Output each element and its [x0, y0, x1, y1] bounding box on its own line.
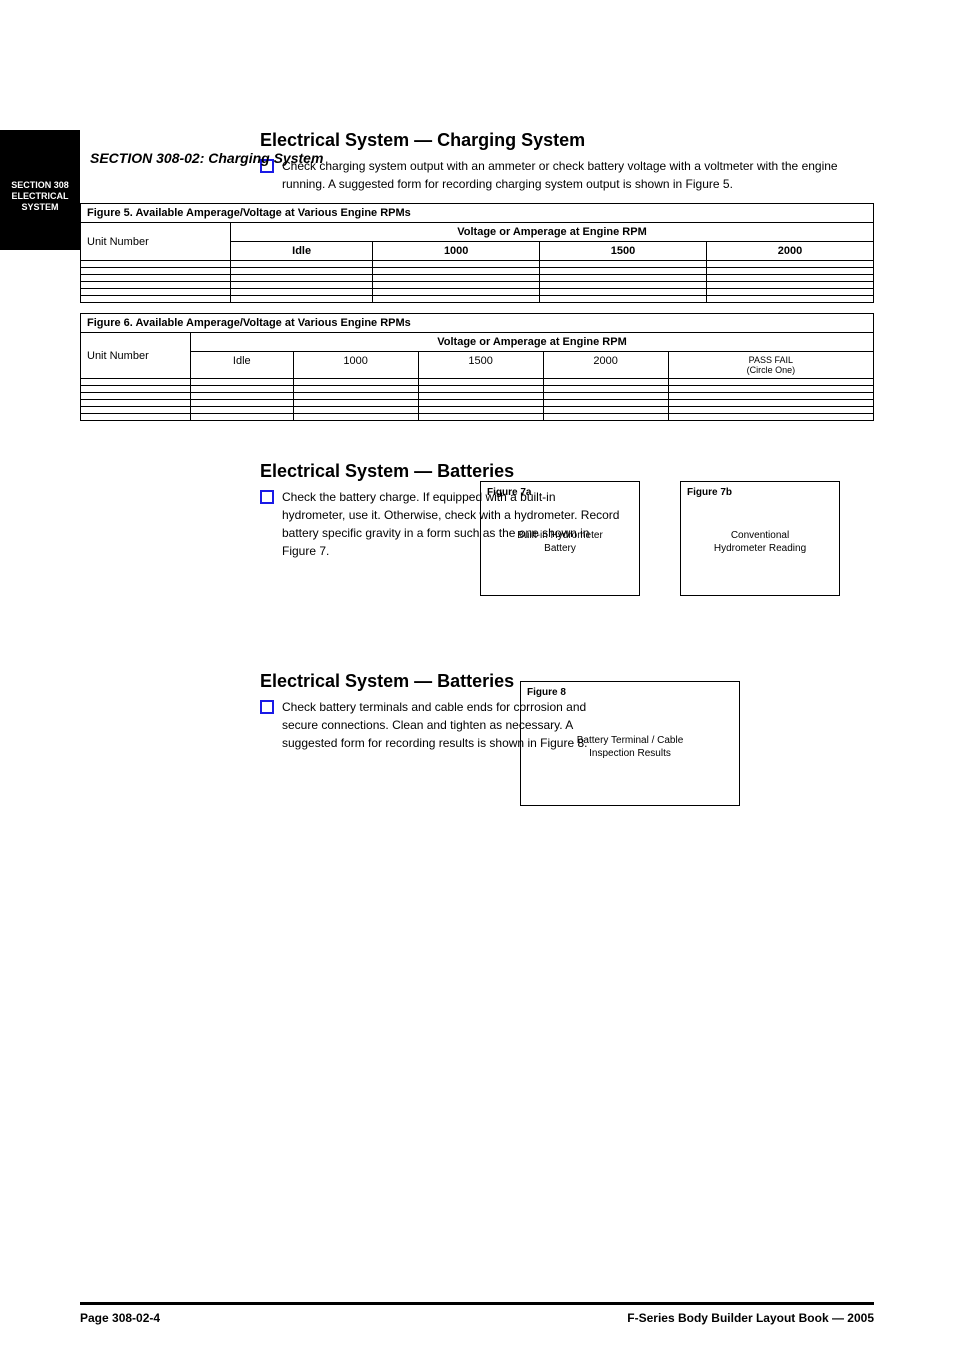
- table6-unit-header: Unit Number: [81, 333, 191, 379]
- table5-title: Figure 5. Available Amperage/Voltage at …: [81, 204, 874, 223]
- table-row: [81, 275, 874, 282]
- fig7-heading: Electrical System — Batteries: [260, 461, 620, 482]
- tab-line1: SECTION 308: [4, 180, 76, 191]
- table-row: [81, 289, 874, 296]
- fig7b-text: Conventional Hydrometer Reading: [687, 529, 833, 555]
- table-fig6: Figure 6. Available Amperage/Voltage at …: [80, 313, 874, 421]
- fig7-box-a: Figure 7a Built-in Hydrometer Battery: [480, 481, 640, 596]
- chapter-title: SECTION 308-02: Charging System: [90, 150, 323, 166]
- section-tab: SECTION 308 ELECTRICAL SYSTEM: [0, 130, 80, 250]
- fig8-section: Electrical System — Batteries Check batt…: [80, 671, 874, 831]
- section-heading-charging: Electrical System — Charging System: [260, 130, 874, 151]
- table5-sub-1: 1000: [373, 242, 540, 261]
- table-row: [81, 414, 874, 421]
- table-row: [81, 296, 874, 303]
- intro-check-line: Check charging system output with an amm…: [260, 157, 874, 193]
- intro-check-text: Check charging system output with an amm…: [282, 157, 874, 193]
- footer-left: Page 308-02-4: [80, 1311, 160, 1325]
- page-footer: Page 308-02-4 F-Series Body Builder Layo…: [80, 1302, 874, 1325]
- table6-sub-1: 1000: [293, 352, 418, 379]
- fig8-box: Figure 8 Battery Terminal / Cable Inspec…: [520, 681, 740, 806]
- table6-title: Figure 6. Available Amperage/Voltage at …: [81, 314, 874, 333]
- table-row: [81, 393, 874, 400]
- checkbox-icon[interactable]: [260, 490, 274, 504]
- table-row: [81, 261, 874, 268]
- fig7-box-b: Figure 7b Conventional Hydrometer Readin…: [680, 481, 840, 596]
- fig7a-text: Built-in Hydrometer Battery: [487, 529, 633, 555]
- page: SECTION 308 ELECTRICAL SYSTEM SECTION 30…: [0, 130, 954, 1365]
- fig8-text: Battery Terminal / Cable Inspection Resu…: [527, 734, 733, 760]
- table-row: [81, 282, 874, 289]
- table-row: [81, 407, 874, 414]
- table-row: [81, 379, 874, 386]
- table5-sub-2: 1500: [540, 242, 707, 261]
- fig8-caption: Figure 8: [527, 686, 733, 699]
- table6-sub-3: 2000: [543, 352, 668, 379]
- checkbox-icon[interactable]: [260, 700, 274, 714]
- table6-sub-4: PASS FAIL (Circle One): [668, 352, 873, 379]
- footer-right: F-Series Body Builder Layout Book — 2005: [627, 1311, 874, 1325]
- fig7-section: Electrical System — Batteries Check the …: [80, 461, 874, 631]
- table6-group-header: Voltage or Amperage at Engine RPM: [191, 333, 874, 352]
- table5-sub-3: 2000: [706, 242, 873, 261]
- table-row: [81, 400, 874, 407]
- table5-unit-header: Unit Number: [81, 223, 231, 261]
- fig7a-caption: Figure 7a: [487, 486, 633, 499]
- table5-sub-0: Idle: [231, 242, 373, 261]
- table-row: [81, 268, 874, 275]
- fig7b-caption: Figure 7b: [687, 486, 833, 499]
- table-fig5: Figure 5. Available Amperage/Voltage at …: [80, 203, 874, 303]
- table-row: [81, 386, 874, 393]
- table6-sub-0: Idle: [191, 352, 294, 379]
- tab-line2: ELECTRICAL SYSTEM: [4, 191, 76, 213]
- table5-group-header: Voltage or Amperage at Engine RPM: [231, 223, 874, 242]
- table6-sub-2: 1500: [418, 352, 543, 379]
